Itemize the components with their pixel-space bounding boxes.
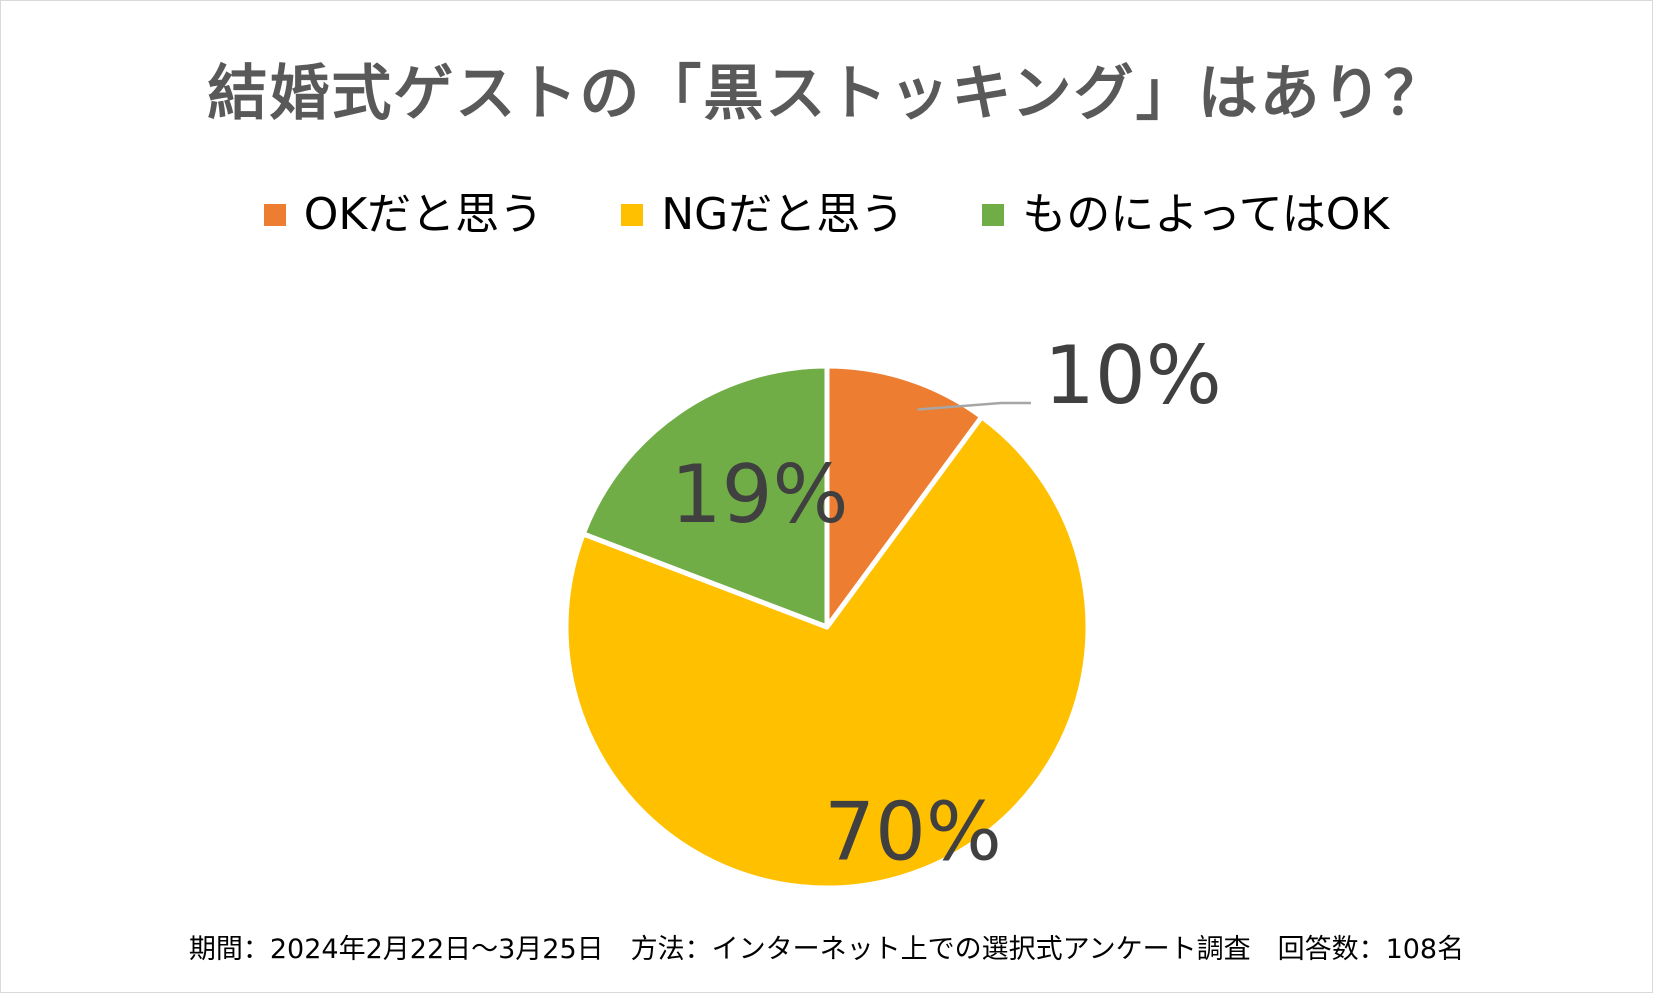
legend-label-ok: OKだと思う (303, 189, 544, 240)
slice-ng (563, 414, 1091, 891)
legend-item-depends: ものによってはOK (982, 193, 1389, 237)
slice-depends (580, 363, 830, 630)
legend-swatch-ng (621, 204, 644, 226)
chart-title: 結婚式ゲストの「黒ストッキング」はあり？ (207, 59, 1446, 129)
legend-swatch-depends (982, 204, 1005, 226)
slice-ok (824, 363, 985, 630)
leader-line-ok (917, 401, 1031, 411)
survey-footnote: 期間：2024年2月22日～3月25日 方法：インターネット上での選択式アンケー… (188, 934, 1465, 965)
legend-item-ng: NGだと思う (621, 193, 904, 237)
chart-legend: OKだと思う NGだと思う ものによってはOK (1, 193, 1652, 237)
data-label-depends: 19% (671, 448, 849, 541)
legend-label-ng: NGだと思う (661, 189, 905, 240)
data-label-ok: 10% (1044, 329, 1222, 422)
legend-label-depends: ものによってはOK (1022, 189, 1390, 240)
legend-swatch-ok (263, 204, 286, 226)
legend-item-ok: OKだと思う (263, 189, 544, 240)
data-label-ng: 70% (824, 786, 1002, 879)
